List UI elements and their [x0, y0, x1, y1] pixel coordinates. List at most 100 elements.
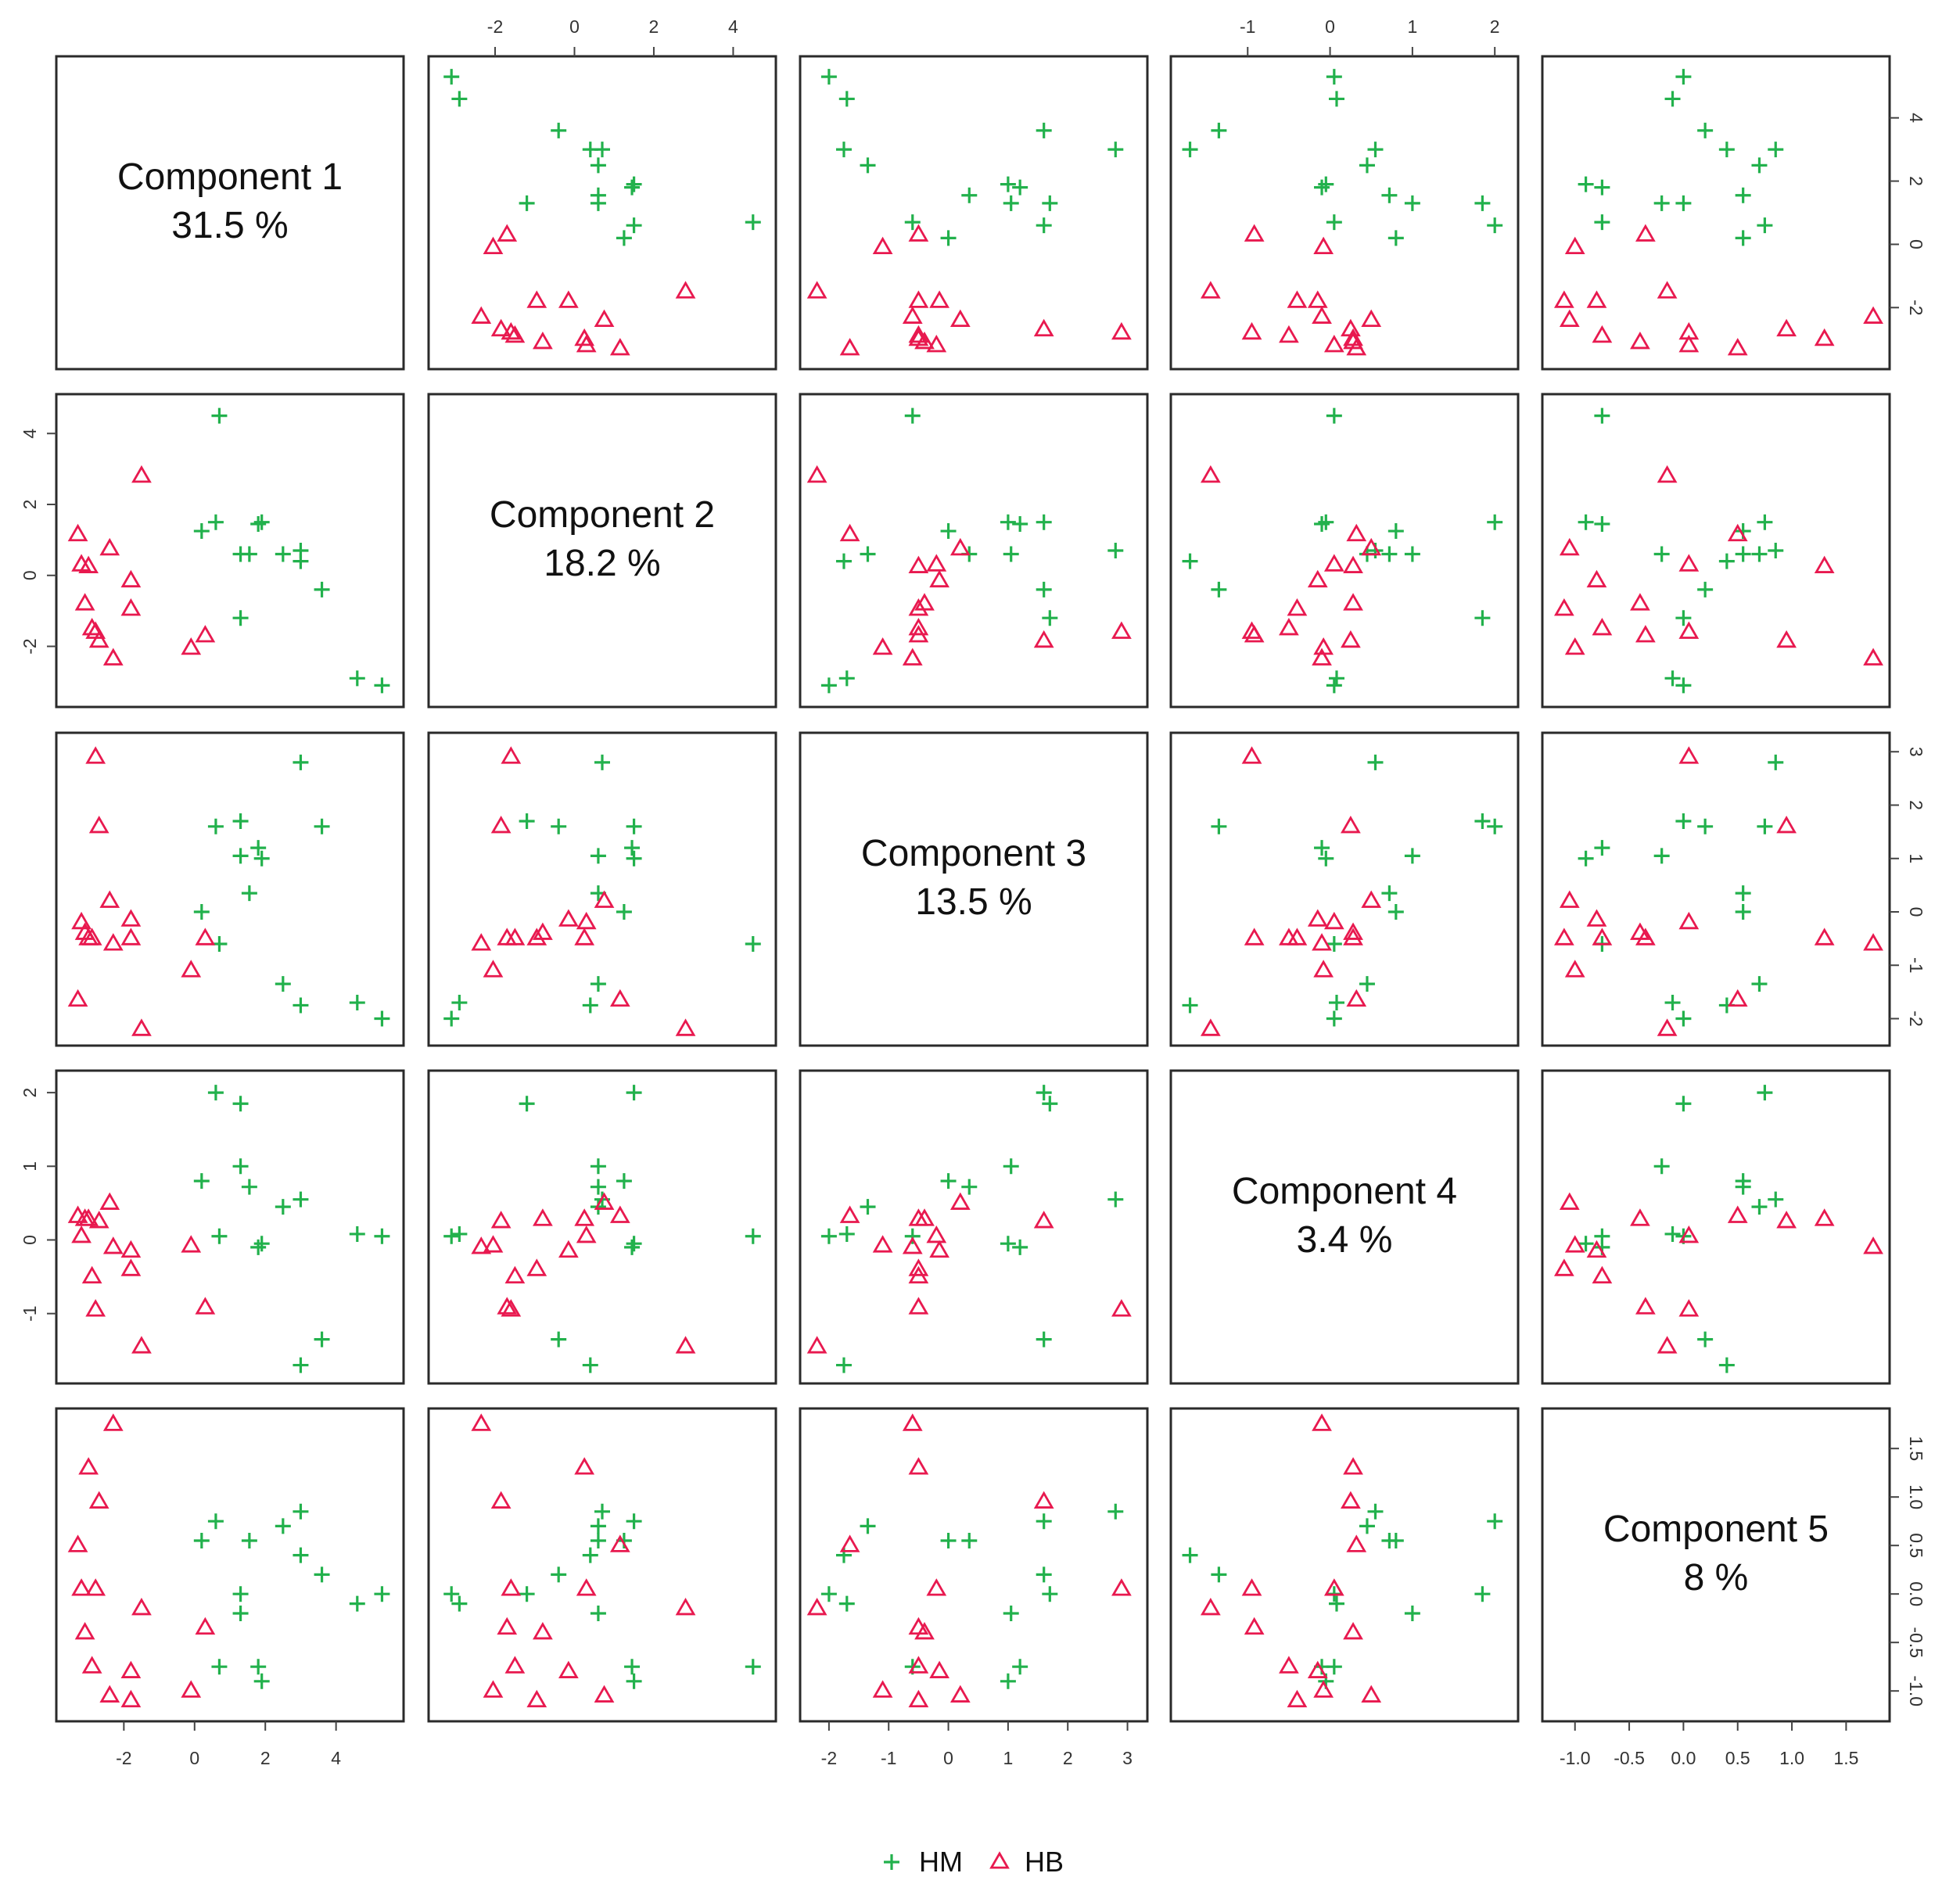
data-point-hm — [1735, 1173, 1751, 1190]
data-point-hb — [929, 1660, 949, 1678]
data-point-hb — [71, 1578, 92, 1596]
data-point-hb — [839, 523, 860, 542]
data-point-hb — [902, 306, 923, 324]
data-point-hm — [451, 91, 468, 107]
data-point-hb — [558, 1660, 579, 1678]
data-point-hb — [1564, 1235, 1585, 1253]
component-name: Component 4 — [1232, 1171, 1457, 1212]
data-point-hm — [1314, 840, 1330, 856]
data-point-hm — [1318, 514, 1334, 530]
data-point-hm — [1367, 754, 1384, 770]
data-point-hb — [81, 1656, 102, 1674]
data-point-hm — [241, 1533, 257, 1548]
data-point-hb — [806, 281, 827, 299]
data-point-hm — [1211, 581, 1227, 597]
data-point-hb — [526, 1689, 547, 1708]
data-point-hb — [908, 1689, 929, 1708]
panel-3-2 — [427, 731, 777, 1047]
tick-label: 0 — [1906, 239, 1926, 249]
data-point-hm — [232, 546, 249, 562]
data-point-hm — [275, 1199, 291, 1215]
data-point-hb — [839, 338, 860, 356]
data-point-hb — [181, 1235, 202, 1253]
data-point-hb — [67, 523, 88, 542]
data-point-hb — [1323, 1578, 1344, 1596]
tick-label: 0 — [189, 1748, 199, 1768]
axis-ticks: -2 0 2 4 -1 0 1 2 -2 0 2 4 -2 -1 0 1 2 3 -1.0 -0.5 0.0 0.5 1.0… — [20, 16, 1926, 1768]
data-point-hb — [1592, 1265, 1613, 1284]
tick-label: 0 — [20, 570, 40, 580]
data-point-hb — [1033, 1491, 1054, 1509]
data-point-hb — [501, 746, 522, 764]
tick-label: 0.0 — [1906, 1581, 1926, 1606]
data-point-hm — [1107, 543, 1124, 558]
data-point-hb — [1553, 598, 1574, 616]
data-point-hb — [806, 465, 827, 483]
data-point-hb — [594, 1685, 615, 1703]
panel-1-3 — [799, 55, 1149, 371]
data-point-hm — [616, 904, 632, 920]
data-point-hb — [533, 1208, 553, 1226]
tick-label: -2 — [487, 16, 503, 37]
data-point-hb — [1678, 321, 1700, 340]
data-point-hb — [1564, 637, 1585, 655]
data-point-hb — [1814, 328, 1835, 346]
data-point-hb — [497, 1297, 518, 1315]
data-point-hb — [1814, 555, 1835, 573]
data-point-hm — [745, 214, 761, 231]
data-point-hb — [949, 1192, 971, 1210]
data-point-hm — [1697, 818, 1714, 834]
data-point-hm — [590, 1518, 606, 1534]
data-point-hm — [193, 1173, 210, 1190]
data-point-hm — [1182, 1547, 1198, 1563]
data-point-hb — [949, 1685, 971, 1703]
data-point-hb — [102, 1236, 124, 1254]
data-point-hb — [1559, 537, 1580, 556]
data-point-hm — [232, 1096, 249, 1112]
data-point-hm — [1404, 195, 1420, 211]
data-point-hm — [626, 818, 642, 834]
data-point-hb — [908, 1208, 929, 1226]
data-point-hb — [1564, 960, 1585, 978]
data-point-hm — [590, 1606, 606, 1621]
data-point-hm — [211, 407, 228, 424]
data-point-hb — [1553, 290, 1574, 308]
data-point-hm — [1474, 195, 1491, 211]
data-point-hm — [594, 754, 610, 770]
data-point-hb — [1635, 625, 1656, 643]
data-point-hb — [902, 648, 923, 666]
panel-frame — [1541, 55, 1891, 371]
data-point-hb — [839, 1534, 860, 1552]
data-point-hm — [1359, 157, 1375, 174]
component-name: Component 5 — [1603, 1509, 1829, 1550]
data-point-hm — [1735, 230, 1751, 246]
data-point-hm — [1757, 217, 1773, 234]
data-point-hb — [675, 1018, 696, 1036]
data-point-hb — [1586, 1240, 1607, 1258]
data-point-hm — [594, 142, 610, 158]
data-point-hb — [902, 1413, 923, 1431]
tick-label: 1.0 — [1906, 1484, 1926, 1509]
panel-3-4 — [1169, 731, 1520, 1047]
data-point-hm — [1594, 179, 1610, 196]
data-point-hm — [1718, 1357, 1735, 1373]
data-point-hb — [131, 465, 152, 483]
data-point-hb — [497, 928, 518, 946]
panel-frame — [1541, 731, 1891, 1047]
x-axis-top-component-2: -2 0 2 4 — [487, 16, 738, 56]
data-point-hm — [1718, 553, 1735, 569]
data-point-hm — [1182, 553, 1198, 569]
data-point-hb — [1727, 338, 1748, 356]
panel-frame — [1541, 393, 1891, 709]
data-point-hm — [820, 1228, 837, 1244]
data-point-hm — [961, 187, 978, 203]
tick-label: 4 — [331, 1748, 341, 1768]
data-point-hb — [181, 1680, 202, 1698]
data-point-hb — [1863, 648, 1883, 666]
data-point-hm — [1594, 407, 1610, 424]
data-point-hb — [1343, 1621, 1363, 1640]
data-point-hb — [872, 1235, 893, 1253]
data-point-hm — [1000, 1236, 1016, 1252]
data-point-hm — [1768, 1191, 1784, 1207]
data-point-hb — [483, 960, 504, 978]
